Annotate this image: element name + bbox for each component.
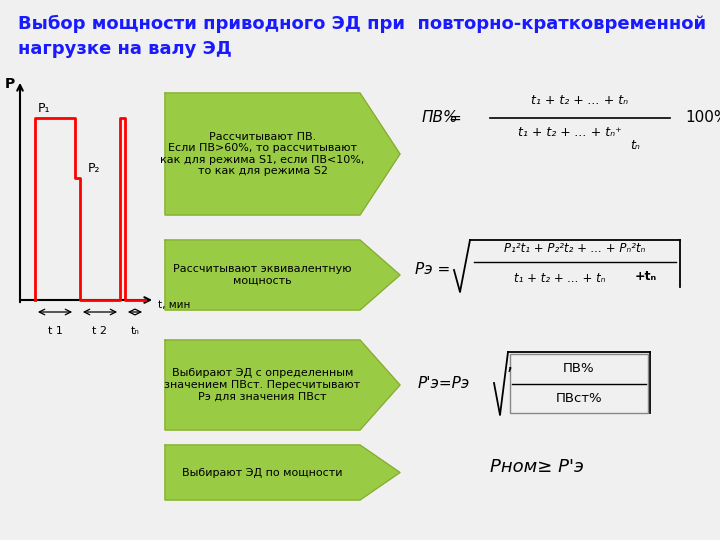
Polygon shape xyxy=(165,340,400,430)
Text: t₁ + t₂ + ... + tₙ: t₁ + t₂ + ... + tₙ xyxy=(531,93,629,106)
Text: 100%: 100% xyxy=(685,111,720,125)
FancyBboxPatch shape xyxy=(510,354,648,413)
Text: P: P xyxy=(5,77,15,91)
Text: t 1: t 1 xyxy=(48,326,63,336)
Text: Рассчитывают ПВ.
Если ПВ>60%, то рассчитывают
как для режима S1, если ПВ<10%,
то: Рассчитывают ПВ. Если ПВ>60%, то рассчит… xyxy=(161,132,365,177)
Text: ПВ%: ПВ% xyxy=(563,362,595,375)
Text: ПВ%: ПВ% xyxy=(422,111,459,125)
Text: нагрузке на валу ЭД: нагрузке на валу ЭД xyxy=(18,40,232,58)
Polygon shape xyxy=(165,240,400,310)
Text: +tₙ: +tₙ xyxy=(635,269,657,282)
Text: P'э=Рэ: P'э=Рэ xyxy=(418,375,470,390)
Text: P₂: P₂ xyxy=(88,162,101,175)
Text: tₙ: tₙ xyxy=(630,139,640,152)
Text: Выбирают ЭД по мощности: Выбирают ЭД по мощности xyxy=(182,468,343,477)
Text: =: = xyxy=(448,111,461,125)
Text: Рассчитывают эквивалентную
мощность: Рассчитывают эквивалентную мощность xyxy=(174,264,352,286)
Text: t₁ + t₂ + ... + tₙ: t₁ + t₂ + ... + tₙ xyxy=(514,272,606,285)
Text: Рном≥ Р'э: Рном≥ Р'э xyxy=(490,458,584,476)
Text: Выбор мощности приводного ЭД при  повторно-кратковременной: Выбор мощности приводного ЭД при повторн… xyxy=(18,15,706,33)
Text: ,: , xyxy=(507,355,513,375)
Text: tₙ: tₙ xyxy=(130,326,140,336)
Text: t, мин: t, мин xyxy=(158,300,190,310)
Text: P₁²t₁ + P₂²t₂ + ... + Pₙ²tₙ: P₁²t₁ + P₂²t₂ + ... + Pₙ²tₙ xyxy=(504,241,646,254)
Text: ПВст%: ПВст% xyxy=(556,392,603,405)
Polygon shape xyxy=(165,93,400,215)
Text: t 2: t 2 xyxy=(92,326,107,336)
Polygon shape xyxy=(165,445,400,500)
Text: Выбирают ЭД с определенным
значением ПВст. Пересчитывают
Рэ для значения ПВст: Выбирают ЭД с определенным значением ПВс… xyxy=(164,368,361,402)
Text: Рэ =: Рэ = xyxy=(415,262,450,278)
Text: P₁: P₁ xyxy=(38,102,50,115)
Text: t₁ + t₂ + ... + tₙ⁺: t₁ + t₂ + ... + tₙ⁺ xyxy=(518,126,622,139)
